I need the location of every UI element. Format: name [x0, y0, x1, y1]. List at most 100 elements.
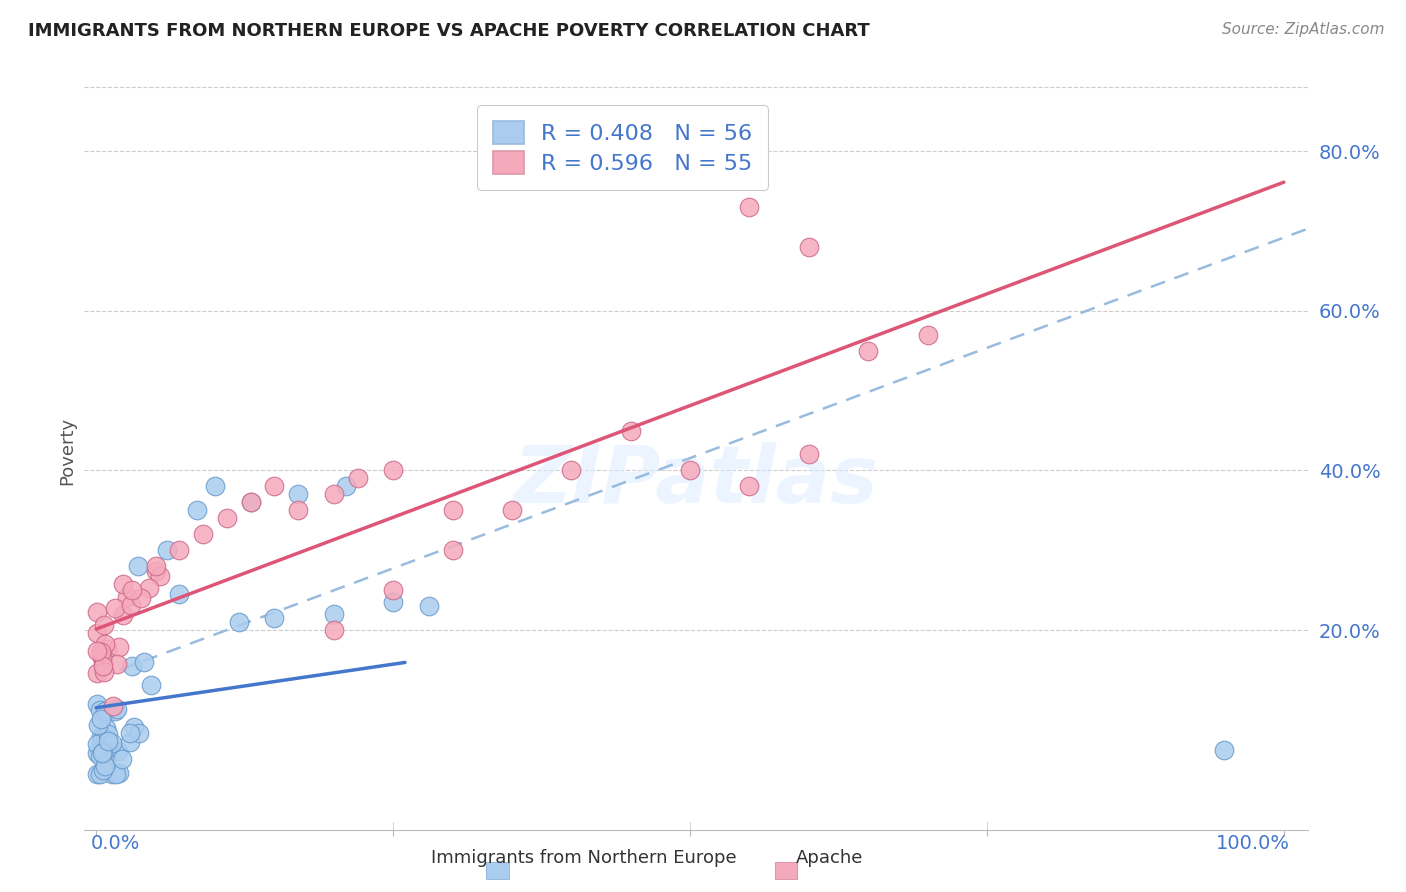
- Point: [86, 666, 108, 681]
- Point: [90, 649, 112, 664]
- Point: [91, 763, 114, 777]
- Point: [101, 766, 124, 780]
- Point: [620, 424, 643, 438]
- Point: [239, 495, 262, 509]
- Point: [335, 479, 357, 493]
- Point: [103, 704, 125, 718]
- Point: [89, 703, 111, 717]
- Point: [86, 737, 108, 751]
- Point: [917, 327, 939, 342]
- Point: [145, 564, 167, 578]
- Point: [111, 752, 134, 766]
- Point: [263, 611, 285, 625]
- Point: [94, 733, 117, 747]
- Point: [94, 721, 117, 735]
- Point: [128, 726, 150, 740]
- Point: [204, 479, 226, 493]
- Point: [322, 623, 344, 637]
- Point: [169, 587, 191, 601]
- Point: [382, 595, 405, 609]
- Point: [287, 487, 309, 501]
- Point: [96, 743, 118, 757]
- Point: [97, 734, 120, 748]
- Point: [156, 543, 179, 558]
- Point: [91, 655, 114, 669]
- Point: [89, 748, 111, 763]
- Point: [124, 720, 146, 734]
- Point: [91, 745, 114, 759]
- Point: [87, 718, 110, 732]
- Point: [90, 729, 112, 743]
- Point: [121, 659, 143, 673]
- Point: [191, 527, 214, 541]
- Point: [738, 479, 761, 493]
- Point: [111, 607, 134, 622]
- Point: [322, 487, 344, 501]
- Text: IMMIGRANTS FROM NORTHERN EUROPE VS APACHE POVERTY CORRELATION CHART: IMMIGRANTS FROM NORTHERN EUROPE VS APACH…: [28, 22, 870, 40]
- Point: [441, 503, 464, 517]
- Point: [107, 744, 129, 758]
- Point: [115, 590, 138, 604]
- Point: [560, 463, 582, 477]
- Point: [169, 543, 191, 558]
- Legend: R = 0.408   N = 56, R = 0.596   N = 55: R = 0.408 N = 56, R = 0.596 N = 55: [477, 105, 768, 190]
- Point: [98, 739, 121, 753]
- Point: [91, 658, 114, 673]
- Point: [111, 576, 134, 591]
- Point: [101, 736, 124, 750]
- Point: [108, 640, 131, 654]
- Point: [679, 463, 702, 477]
- Point: [382, 463, 405, 477]
- Point: [129, 591, 152, 605]
- Point: [501, 503, 523, 517]
- Point: [239, 495, 262, 509]
- Point: [86, 766, 108, 780]
- Point: [97, 726, 120, 740]
- Point: [105, 657, 128, 671]
- Point: [322, 607, 344, 621]
- Point: [215, 511, 238, 525]
- Point: [94, 752, 117, 766]
- Point: [797, 447, 820, 461]
- Point: [139, 678, 162, 692]
- Point: [738, 200, 761, 214]
- Point: [108, 766, 131, 780]
- Point: [263, 479, 285, 493]
- Text: Immigrants from Northern Europe: Immigrants from Northern Europe: [430, 849, 737, 867]
- Text: Source: ZipAtlas.com: Source: ZipAtlas.com: [1222, 22, 1385, 37]
- Point: [90, 735, 112, 749]
- Point: [93, 763, 115, 777]
- Point: [90, 712, 112, 726]
- Point: [86, 698, 108, 712]
- Point: [145, 559, 167, 574]
- Point: [89, 766, 111, 780]
- Point: [120, 726, 142, 740]
- Point: [96, 642, 118, 657]
- Point: [418, 599, 440, 613]
- Point: [287, 503, 309, 517]
- Point: [103, 600, 125, 615]
- Point: [346, 471, 368, 485]
- Text: ZIPatlas: ZIPatlas: [513, 442, 879, 520]
- Point: [120, 599, 142, 613]
- Point: [1213, 743, 1236, 757]
- Point: [86, 625, 108, 640]
- Point: [94, 758, 117, 772]
- Point: [149, 569, 172, 583]
- Text: 100.0%: 100.0%: [1216, 833, 1289, 853]
- Point: [86, 746, 108, 760]
- Point: [91, 731, 114, 746]
- Point: [228, 615, 250, 629]
- Point: [105, 701, 128, 715]
- Text: Apache: Apache: [796, 849, 863, 867]
- Point: [382, 583, 405, 598]
- Point: [86, 605, 108, 619]
- Point: [797, 240, 820, 254]
- Point: [105, 766, 128, 780]
- Point: [441, 543, 464, 558]
- Point: [120, 735, 142, 749]
- Point: [121, 583, 143, 598]
- Text: 0.0%: 0.0%: [90, 833, 139, 853]
- Point: [93, 637, 115, 651]
- Point: [186, 503, 208, 517]
